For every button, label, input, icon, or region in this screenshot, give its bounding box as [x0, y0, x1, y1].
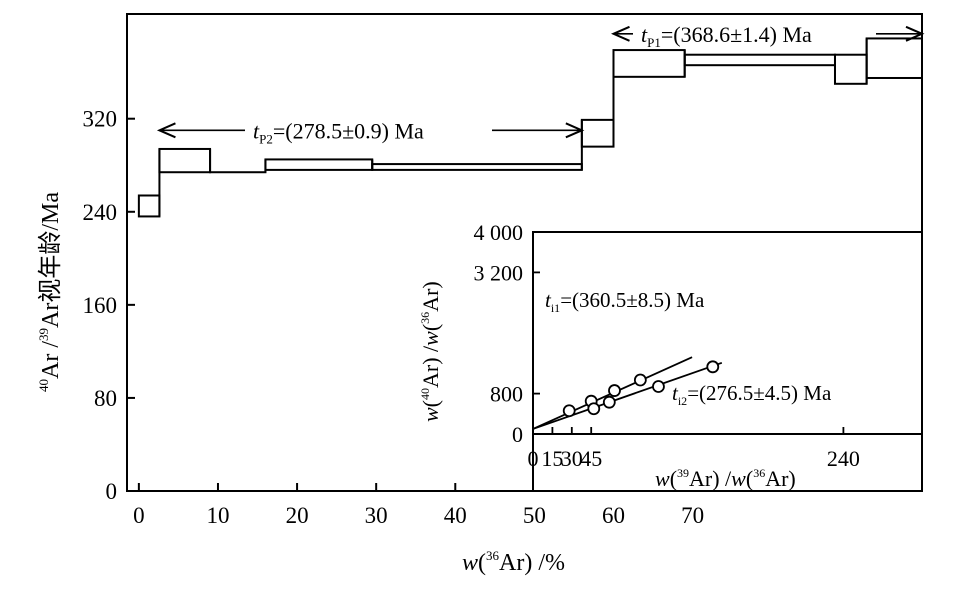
- isochron-label-text: =(360.5±8.5) Ma: [560, 288, 705, 312]
- plateau-p2-annotation-arrowhead-right: [565, 122, 585, 139]
- y-tick-label: 320: [83, 107, 118, 132]
- isochron-line-2: [532, 361, 723, 430]
- inset-y-tick-label: 800: [490, 382, 523, 407]
- inset-y-title-w1: w: [418, 407, 443, 422]
- isochron-label-text: =(276.5±4.5) Ma: [687, 381, 832, 405]
- data-point: [633, 373, 647, 387]
- x-tick-label: 60: [602, 503, 625, 528]
- plateau-p2-annotation-label: tP2=(278.5±0.9) Ma: [253, 118, 424, 146]
- x-tick-label: 10: [206, 503, 229, 528]
- inset-x-tick-label: 240: [827, 446, 860, 471]
- isochron-label-sub: i1: [551, 301, 560, 315]
- x-tick-label: 20: [286, 503, 309, 528]
- data-point: [602, 395, 616, 409]
- step-box: [833, 53, 868, 85]
- y-axis-title-sup2: 39: [36, 328, 51, 341]
- plateau-p1-annotation-arrowhead-right: [905, 25, 925, 42]
- inset-y-title-sup2: 36: [418, 312, 432, 324]
- inset-x-title-ar2: Ar): [765, 466, 796, 491]
- isochron-label-t: t: [672, 381, 679, 405]
- inset-x-title-w1: w: [655, 466, 670, 491]
- x-axis-title-w: w: [462, 550, 478, 576]
- y-axis-title-ar1: Ar /: [38, 341, 64, 379]
- plateau-p1-annotation-label: tP1=(368.6±1.4) Ma: [641, 22, 812, 50]
- inset-x-title-p1: (: [670, 466, 677, 491]
- inset-y-tick-label: 3 200: [474, 260, 524, 285]
- inset-y-title-w2: w: [418, 331, 443, 346]
- plateau-p2-annotation-label-sub: P2: [259, 131, 273, 146]
- inset-x-title-ar1: Ar) /: [689, 466, 732, 491]
- plateau-p2-annotation-arrowhead-left: [156, 122, 176, 139]
- x-tick-label: 70: [681, 503, 704, 528]
- x-axis-title-rest: Ar) /%: [499, 550, 565, 576]
- isochron-label-t: t: [545, 288, 552, 312]
- inset-y-axis-title: w(40Ar) /w(36Ar): [418, 281, 443, 422]
- inset-y-tick-label: 4 000: [474, 220, 524, 245]
- inset-x-title-w2: w: [731, 466, 746, 491]
- y-axis-title-rest: Ar视年龄/Ma: [37, 192, 64, 328]
- inset-y-tick-label: 0: [512, 422, 523, 447]
- y-tick-label: 80: [94, 386, 117, 411]
- step-box: [580, 118, 615, 148]
- x-axis-title-sup: 36: [486, 548, 500, 563]
- plateau-p1-annotation-label-t: t: [641, 22, 648, 47]
- y-tick-label: 160: [83, 293, 118, 318]
- x-axis-title: w(36Ar) /%: [462, 548, 565, 576]
- plateau-p1-annotation-label-sub: P1: [647, 35, 661, 50]
- inset-x-axis-title: w(39Ar) /w(36Ar): [655, 466, 796, 491]
- data-point: [652, 380, 665, 393]
- plateau-p1-annotation-label-text: =(368.6±1.4) Ma: [661, 22, 812, 47]
- inset-y-title-sup1: 40: [418, 388, 432, 400]
- step-box: [371, 163, 583, 171]
- data-point: [608, 384, 621, 397]
- data-point: [706, 360, 720, 374]
- step-box: [137, 194, 161, 218]
- inset-x-title-p2: (: [746, 466, 753, 491]
- inset-x-tick-label: 15: [541, 446, 563, 471]
- isochron-label-2: ti2=(276.5±4.5) Ma: [672, 381, 832, 408]
- step-box: [158, 147, 212, 174]
- isochron-label-1: ti1=(360.5±8.5) Ma: [545, 288, 705, 315]
- inset-y-title-p1: (: [418, 400, 443, 407]
- plateau-p2-annotation-label-t: t: [253, 118, 260, 143]
- y-axis-title-sup1: 40: [36, 379, 51, 392]
- y-axis-title: 40Ar /39Ar视年龄/Ma: [36, 192, 64, 392]
- data-point: [562, 404, 576, 418]
- data-point: [587, 402, 601, 416]
- step-box: [612, 49, 686, 78]
- x-axis-title-paren: (: [478, 550, 486, 576]
- step-box: [264, 158, 374, 171]
- plot-frame: [126, 13, 923, 492]
- x-tick-label: 40: [444, 503, 467, 528]
- inset-x-tick-label: 30: [561, 446, 583, 471]
- step-box: [865, 37, 924, 79]
- inset-background: [518, 228, 921, 490]
- inset-y-title-ar2: Ar): [418, 281, 443, 312]
- inset-x-tick-label: 45: [580, 446, 602, 471]
- inset-y-title-ar1: Ar) /: [418, 345, 443, 388]
- inset-x-title-sup2: 36: [753, 466, 765, 480]
- x-tick-label: 0: [133, 503, 145, 528]
- inset-y-title-p2: (: [418, 324, 443, 331]
- step-box: [683, 53, 836, 67]
- inset-x-title-sup1: 39: [677, 466, 689, 480]
- y-tick-label: 240: [83, 200, 118, 225]
- x-tick-label: 30: [365, 503, 388, 528]
- plateau-p2-annotation-label-text: =(278.5±0.9) Ma: [273, 118, 424, 143]
- y-tick-label: 0: [106, 479, 118, 504]
- isochron-label-sub: i2: [678, 394, 687, 408]
- inset-x-tick-label: 0: [528, 446, 539, 471]
- x-tick-label: 50: [523, 503, 546, 528]
- plateau-p1-annotation-arrowhead-left: [610, 25, 630, 42]
